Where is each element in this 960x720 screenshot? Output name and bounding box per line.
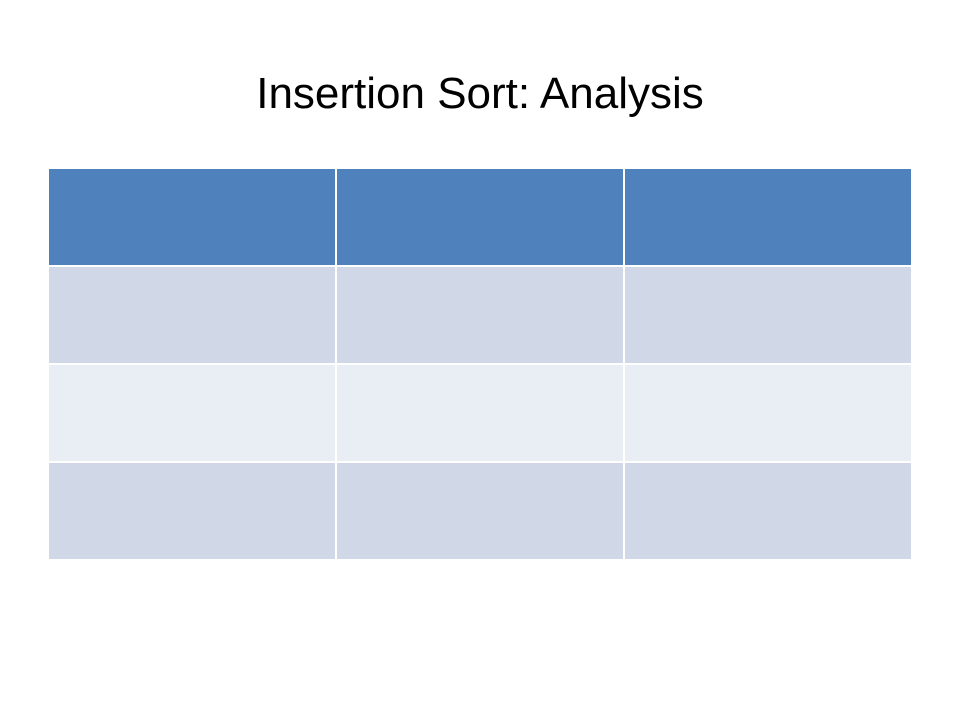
table-cell	[335, 363, 625, 463]
table-cell	[47, 363, 337, 463]
table-cell	[47, 265, 337, 365]
table-cell	[623, 363, 913, 463]
table-body	[47, 265, 913, 561]
table-row	[47, 363, 913, 463]
table-cell	[335, 265, 625, 365]
table-header-row	[47, 167, 913, 267]
table-header-cell	[335, 167, 625, 267]
slide-title: Insertion Sort: Analysis	[256, 69, 704, 118]
table-row	[47, 265, 913, 365]
table-cell	[335, 461, 625, 561]
table-cell	[47, 461, 337, 561]
table-header-cell	[47, 167, 337, 267]
table-row	[47, 461, 913, 561]
analysis-table	[47, 167, 913, 561]
table-cell	[623, 265, 913, 365]
table-header-cell	[623, 167, 913, 267]
table-cell	[623, 461, 913, 561]
